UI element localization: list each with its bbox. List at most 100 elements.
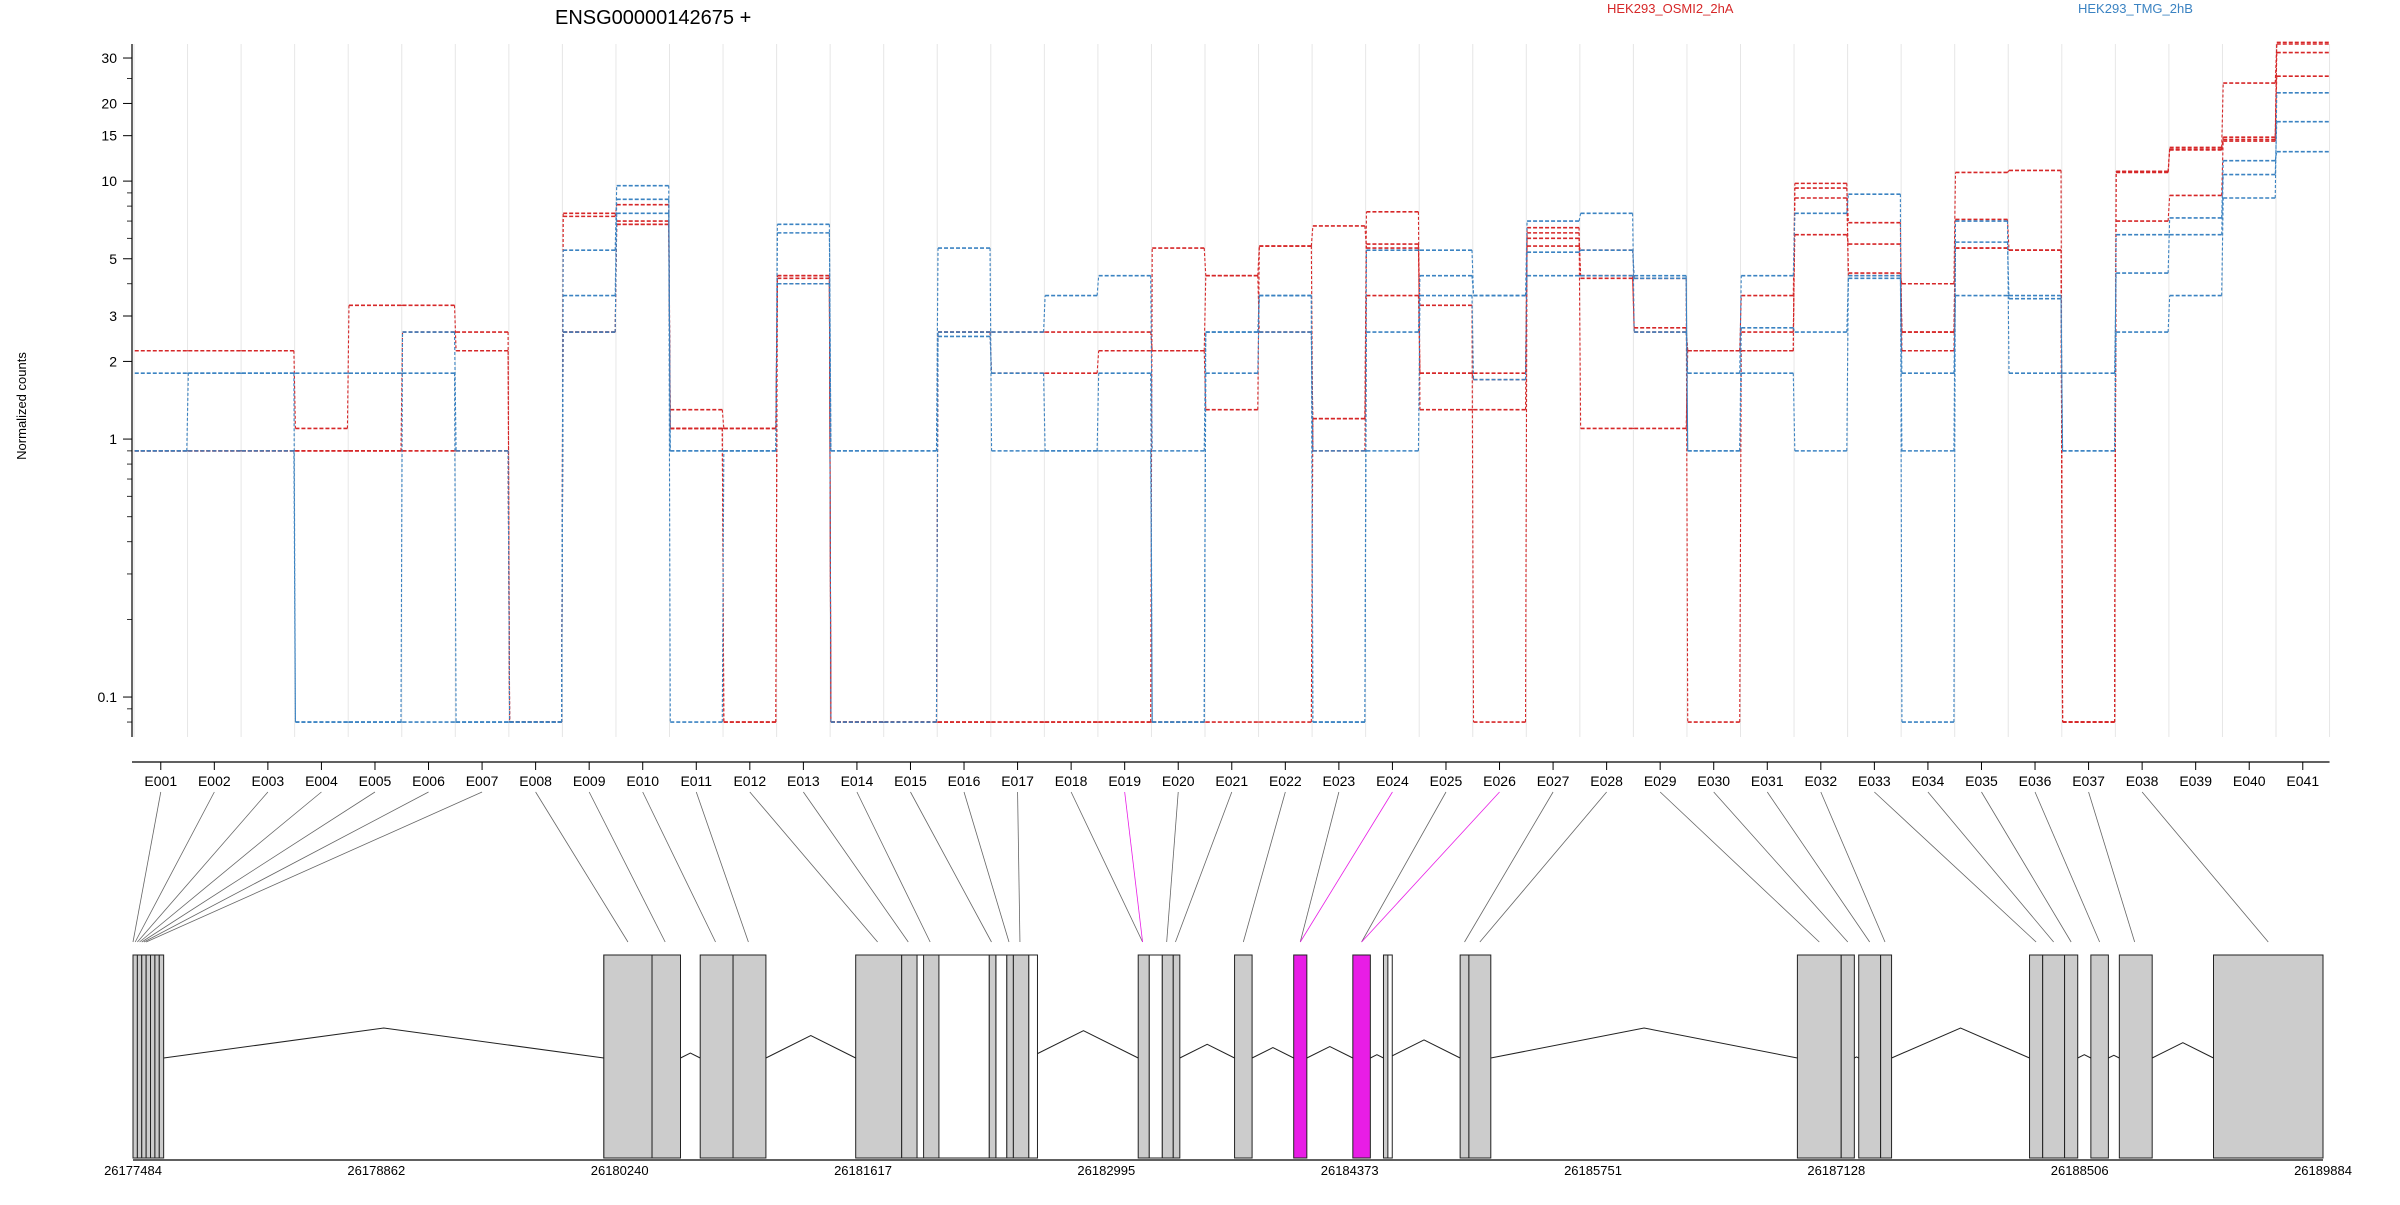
- transition-line: [2167, 217, 2171, 274]
- intron-line: [1387, 1039, 1461, 1059]
- transition-line: [1471, 305, 1475, 723]
- transition-line: [1792, 234, 1796, 333]
- unexpressed-region: [1028, 954, 1038, 1159]
- transition-line: [1417, 275, 1421, 333]
- exon-block: [1468, 954, 1492, 1159]
- transition-line: [1524, 221, 1528, 296]
- transition-line: [1739, 327, 1742, 451]
- transition-line: [1632, 275, 1635, 279]
- series-b-6: [134, 91, 2329, 723]
- x-tick-label: E009: [573, 773, 606, 789]
- intron-line: [680, 1052, 701, 1059]
- x-tick-label: E019: [1108, 773, 1141, 789]
- exon-connector: [1124, 791, 1143, 943]
- x-tick-label: E016: [948, 773, 981, 789]
- exon-connector: [749, 791, 878, 943]
- x-tick-label: E001: [144, 773, 177, 789]
- x-tick-label: E040: [2233, 773, 2266, 789]
- exon-block: [2064, 954, 2079, 1159]
- transition-line: [1257, 295, 1260, 333]
- y-tick-label: 10: [101, 173, 117, 189]
- exon-connector: [1659, 791, 1820, 943]
- exon-block: [132, 954, 138, 1159]
- transition-line: [828, 232, 832, 451]
- transition-line: [1685, 275, 1689, 451]
- intron-line: [2077, 1054, 2092, 1059]
- transition-line: [561, 332, 564, 723]
- transition-line: [2221, 197, 2224, 296]
- x-tick-label: E005: [359, 773, 392, 789]
- significant-exon-block: [1352, 954, 1371, 1159]
- transition-line: [668, 221, 671, 429]
- transition-line: [2060, 298, 2064, 451]
- x-tick-label: E014: [841, 773, 874, 789]
- exon-connector: [856, 791, 931, 943]
- x-tick-label: E008: [519, 773, 552, 789]
- x-tick-label: E024: [1376, 773, 1409, 789]
- transition-line: [775, 283, 778, 451]
- transition-line: [1471, 295, 1475, 380]
- y-tick-label: 30: [101, 50, 117, 66]
- axes: 0.1 1 2 3 5 10 15 20 30 E001 E002 E003 E004 E005 E006 E…: [98, 44, 2330, 789]
- x-tick-label: E010: [626, 773, 659, 789]
- transition-line: [2221, 174, 2224, 235]
- exon-connector: [1464, 791, 1554, 943]
- exon-connector: [588, 791, 666, 943]
- x-tick-label: E006: [412, 773, 445, 789]
- x-tick-label: E004: [305, 773, 338, 789]
- x-tick-label: E036: [2019, 773, 2052, 789]
- transition-line: [1471, 373, 1475, 380]
- x-tick-label: E002: [198, 773, 231, 789]
- transition-line: [1685, 331, 1689, 351]
- transition-line: [1578, 238, 1582, 276]
- exon-connector: [1479, 791, 1607, 943]
- transition-line: [400, 332, 404, 723]
- exon-connector: [1361, 791, 1500, 943]
- transition-line: [1846, 234, 1849, 245]
- transition-line: [828, 224, 832, 451]
- intron-line: [1306, 1045, 1354, 1059]
- transition-line: [1524, 227, 1528, 723]
- transition-line: [1471, 275, 1475, 296]
- y-tick-label: 2: [109, 353, 117, 369]
- exon-connector: [2141, 791, 2269, 943]
- legend-label-tmg: HEK293_TMG_2hB: [2078, 1, 2193, 16]
- exon-connector: [910, 791, 992, 943]
- series-a-3: [134, 51, 2329, 723]
- transition-line: [1899, 278, 1903, 451]
- transition-line: [721, 450, 725, 723]
- transition-line: [453, 305, 457, 351]
- transition-line: [2167, 195, 2171, 222]
- x-tick-label: E037: [2072, 773, 2105, 789]
- y-tick-label: 20: [101, 95, 117, 111]
- transition-line: [1150, 450, 1153, 723]
- exon-connector: [143, 791, 429, 943]
- transition-line: [1632, 250, 1635, 276]
- transition-line: [1524, 252, 1528, 380]
- intron-line: [163, 1027, 604, 1059]
- x-tick-label: E026: [1483, 773, 1516, 789]
- exon-block: [1161, 954, 1174, 1159]
- exon-connector: [695, 791, 749, 943]
- transition-line: [2274, 92, 2278, 199]
- exon-block: [150, 954, 156, 1159]
- exon-connector: [145, 791, 483, 943]
- transition-line: [1685, 278, 1689, 723]
- x-tick-label: E012: [733, 773, 766, 789]
- x-tick-label: E013: [787, 773, 820, 789]
- exon-connector: [1070, 791, 1143, 943]
- transition-line: [1417, 295, 1421, 451]
- transition-line: [1417, 244, 1421, 374]
- plot-title: ENSG00000142675 +: [555, 7, 751, 29]
- intron-line: [1028, 1030, 1139, 1059]
- exon-connector: [803, 791, 909, 943]
- series-a-2: [134, 41, 2329, 723]
- coordinate-label: 26182995: [1077, 1163, 1135, 1178]
- transition-line: [828, 283, 832, 723]
- transition-line: [1150, 373, 1153, 723]
- gene-model: 26177484 26178862 26180240 26181617 26182995…: [104, 954, 2352, 1178]
- y-tick-label: 15: [101, 128, 117, 144]
- transition-line: [1096, 350, 1100, 374]
- exon-block: [1172, 954, 1181, 1159]
- x-tick-label: E027: [1537, 773, 1570, 789]
